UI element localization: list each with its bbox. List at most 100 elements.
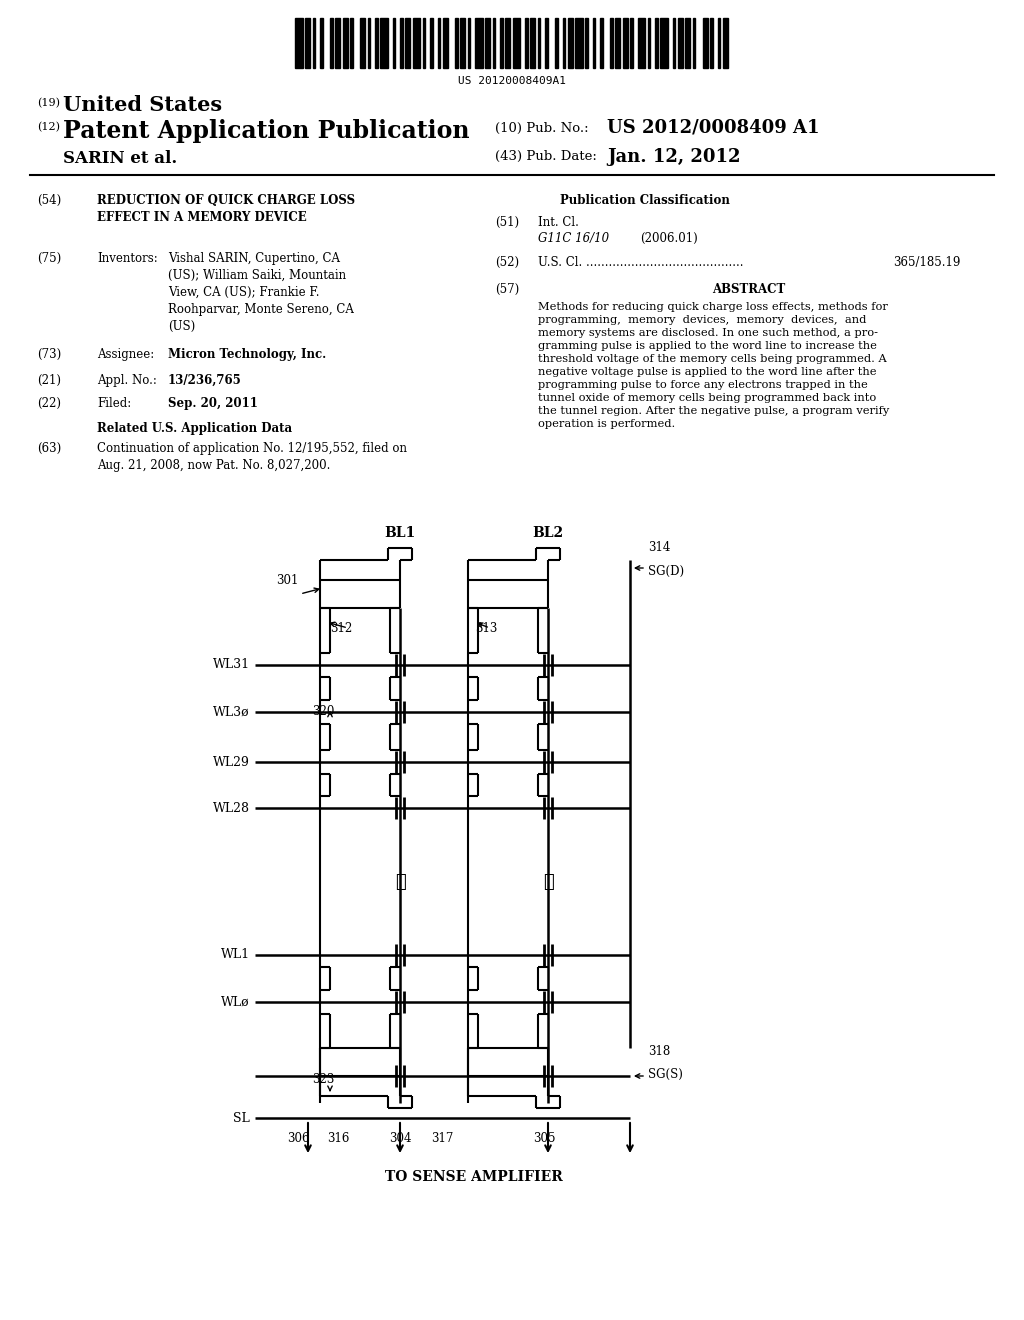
Bar	[442, 18, 447, 69]
Text: Appl. No.:: Appl. No.:	[97, 374, 157, 387]
Text: Methods for reducing quick charge loss effects, methods for
programming,  memory: Methods for reducing quick charge loss e…	[538, 302, 889, 429]
Text: 316: 316	[327, 1133, 349, 1144]
Text: 314: 314	[648, 541, 671, 554]
Text: (10) Pub. No.:: (10) Pub. No.:	[495, 121, 589, 135]
Bar	[647, 18, 650, 69]
Bar	[685, 18, 690, 69]
Bar	[350, 18, 352, 69]
Bar	[615, 18, 620, 69]
Bar	[575, 18, 583, 69]
Bar	[678, 18, 683, 69]
Text: 13/236,765: 13/236,765	[168, 374, 242, 387]
Bar	[493, 18, 495, 69]
Text: 312: 312	[330, 622, 352, 635]
Bar	[692, 18, 695, 69]
Text: ⋮: ⋮	[394, 873, 406, 891]
Text: (2006.01): (2006.01)	[640, 232, 697, 246]
Bar	[505, 18, 510, 69]
Text: WL3ø: WL3ø	[213, 705, 250, 718]
Text: SG(D): SG(D)	[648, 565, 684, 578]
Text: 313: 313	[475, 622, 498, 635]
Text: WLø: WLø	[221, 995, 250, 1008]
Bar	[530, 18, 535, 69]
Text: (57): (57)	[495, 282, 519, 296]
Bar	[375, 18, 378, 69]
Text: ⋮: ⋮	[543, 873, 553, 891]
Text: (12): (12)	[37, 121, 60, 132]
Bar	[305, 18, 310, 69]
Text: Publication Classification: Publication Classification	[560, 194, 730, 207]
Bar	[610, 18, 612, 69]
Bar	[593, 18, 595, 69]
Text: WL28: WL28	[213, 801, 250, 814]
Text: (21): (21)	[37, 374, 61, 387]
Bar	[630, 18, 633, 69]
Bar	[562, 18, 565, 69]
Text: G11C 16/10: G11C 16/10	[538, 232, 609, 246]
Bar	[455, 18, 458, 69]
Text: (63): (63)	[37, 442, 61, 455]
Text: BL2: BL2	[532, 525, 563, 540]
Bar	[468, 18, 470, 69]
Text: SARIN et al.: SARIN et al.	[63, 150, 177, 168]
Text: (75): (75)	[37, 252, 61, 265]
Text: WL29: WL29	[213, 755, 250, 768]
Text: WL31: WL31	[213, 659, 250, 672]
Text: (22): (22)	[37, 397, 61, 411]
Bar	[380, 18, 387, 69]
Text: Int. Cl.: Int. Cl.	[538, 216, 579, 228]
Text: Patent Application Publication: Patent Application Publication	[63, 119, 469, 143]
Bar	[702, 18, 708, 69]
Bar	[295, 18, 302, 69]
Bar	[710, 18, 713, 69]
Bar	[312, 18, 315, 69]
Text: (73): (73)	[37, 348, 61, 360]
Text: Continuation of application No. 12/195,552, filed on
Aug. 21, 2008, now Pat. No.: Continuation of application No. 12/195,5…	[97, 442, 407, 473]
Text: Filed:: Filed:	[97, 397, 131, 411]
Text: Vishal SARIN, Cupertino, CA
(US); William Saiki, Mountain
View, CA (US); Frankie: Vishal SARIN, Cupertino, CA (US); Willia…	[168, 252, 354, 333]
Text: ABSTRACT: ABSTRACT	[713, 282, 785, 296]
Bar	[330, 18, 333, 69]
Text: U.S. Cl. ..........................................: U.S. Cl. ...............................…	[538, 256, 743, 269]
Bar	[460, 18, 465, 69]
Bar	[718, 18, 720, 69]
Bar	[567, 18, 572, 69]
Text: Assignee:: Assignee:	[97, 348, 155, 360]
Text: REDUCTION OF QUICK CHARGE LOSS
EFFECT IN A MEMORY DEVICE: REDUCTION OF QUICK CHARGE LOSS EFFECT IN…	[97, 194, 355, 224]
Text: WL1: WL1	[221, 949, 250, 961]
Bar	[525, 18, 527, 69]
Bar	[406, 18, 410, 69]
Bar	[430, 18, 432, 69]
Bar	[585, 18, 588, 69]
Bar	[500, 18, 503, 69]
Text: (52): (52)	[495, 256, 519, 269]
Bar	[545, 18, 548, 69]
Bar	[368, 18, 370, 69]
Bar	[638, 18, 645, 69]
Bar	[538, 18, 540, 69]
Bar	[723, 18, 727, 69]
Text: 304: 304	[389, 1133, 412, 1144]
Text: 323: 323	[312, 1073, 335, 1086]
Bar	[437, 18, 440, 69]
Text: Sep. 20, 2011: Sep. 20, 2011	[168, 397, 258, 411]
Text: Jan. 12, 2012: Jan. 12, 2012	[607, 148, 740, 166]
Bar	[475, 18, 482, 69]
Bar	[623, 18, 628, 69]
Bar	[512, 18, 520, 69]
Text: (43) Pub. Date:: (43) Pub. Date:	[495, 150, 597, 162]
Text: 301: 301	[276, 574, 298, 587]
Text: Related U.S. Application Data: Related U.S. Application Data	[97, 422, 292, 436]
Bar	[600, 18, 602, 69]
Bar	[485, 18, 490, 69]
Text: TO SENSE AMPLIFIER: TO SENSE AMPLIFIER	[385, 1170, 563, 1184]
Text: 320: 320	[312, 705, 335, 718]
Text: SL: SL	[233, 1111, 250, 1125]
Text: Inventors:: Inventors:	[97, 252, 158, 265]
Bar	[392, 18, 395, 69]
Bar	[400, 18, 402, 69]
Bar	[342, 18, 347, 69]
Text: 365/185.19: 365/185.19	[893, 256, 961, 269]
Bar	[423, 18, 425, 69]
Text: BL1: BL1	[384, 525, 416, 540]
